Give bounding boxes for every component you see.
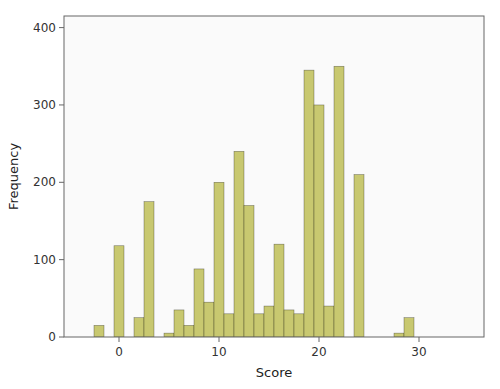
x-tick-label: 0 <box>115 345 123 359</box>
x-tick <box>119 337 120 342</box>
chart-container: 01020300100200300400ScoreFrequency <box>0 0 500 389</box>
bar <box>284 310 294 337</box>
y-tick-label: 300 <box>33 98 56 112</box>
chart: 01020300100200300400ScoreFrequency <box>0 0 500 389</box>
bar <box>244 206 254 337</box>
bar <box>194 269 204 337</box>
bar <box>144 202 154 337</box>
bar <box>134 318 144 337</box>
bar <box>294 314 304 337</box>
bars <box>94 66 414 337</box>
bar <box>234 151 244 337</box>
bar <box>274 244 284 337</box>
bar <box>204 302 214 337</box>
bar <box>404 318 414 337</box>
y-tick-label: 100 <box>33 253 56 267</box>
plot-frame <box>64 16 484 337</box>
bar <box>224 314 234 337</box>
y-axis: 0 100 200 300 400 <box>33 21 64 344</box>
y-tick <box>59 337 64 338</box>
y-tick-label: 200 <box>33 175 56 189</box>
y-tick <box>59 182 64 183</box>
y-tick-label: 0 <box>48 330 56 344</box>
bar <box>394 333 404 337</box>
bar <box>94 325 104 337</box>
plot-area <box>64 16 484 337</box>
bar <box>264 306 274 337</box>
bar <box>214 182 224 337</box>
bar <box>114 246 124 337</box>
x-tick <box>219 337 220 342</box>
x-tick <box>419 337 420 342</box>
y-tick-label: 400 <box>33 21 56 35</box>
bar <box>184 325 194 337</box>
bar <box>354 175 364 337</box>
y-tick <box>59 27 64 28</box>
bar <box>254 314 264 337</box>
bar <box>334 66 344 337</box>
bar <box>174 310 184 337</box>
bar <box>164 333 174 337</box>
x-tick-label: 30 <box>411 345 426 359</box>
bar <box>304 70 314 337</box>
x-tick-label: 20 <box>311 345 326 359</box>
y-tick <box>59 104 64 105</box>
bar <box>314 105 324 337</box>
y-axis-label: Frequency <box>6 143 21 210</box>
x-axis: 0 10 20 30 <box>115 337 426 359</box>
bar <box>324 306 334 337</box>
y-tick <box>59 259 64 260</box>
x-axis-label: Score <box>256 365 292 380</box>
x-tick-label: 10 <box>211 345 226 359</box>
x-tick <box>319 337 320 342</box>
